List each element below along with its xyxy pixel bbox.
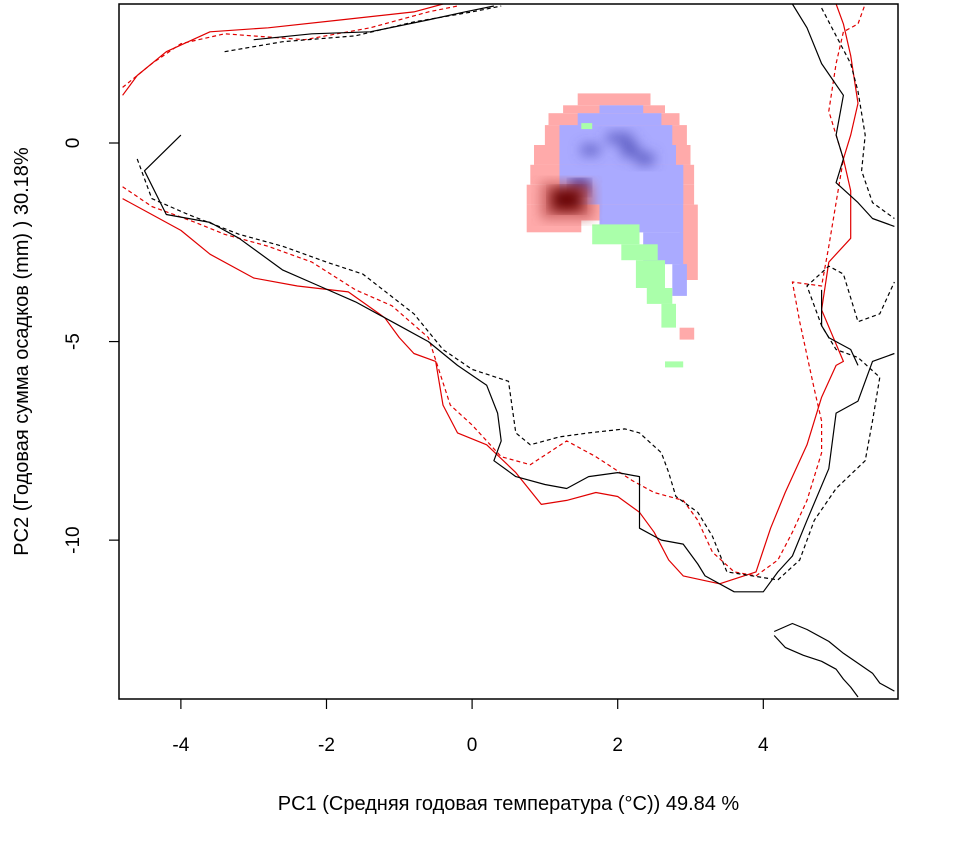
- x-tick-label: -2: [318, 735, 335, 756]
- heat-cell: [606, 133, 633, 143]
- contour-line-11: [773, 622, 895, 692]
- y-tick-label: -10: [63, 526, 84, 553]
- heat-cell: [679, 327, 695, 340]
- heat-cell: [526, 220, 582, 233]
- heat-cell: [635, 152, 655, 165]
- heat-region-green: [581, 123, 684, 368]
- heat-cell: [599, 105, 644, 114]
- heat-cell: [635, 260, 665, 288]
- y-axis-title: PC2 (Годовая сумма осадков (mm) ) 30.18%: [11, 147, 33, 556]
- heat-cell: [592, 224, 640, 245]
- plot-box: [118, 3, 899, 700]
- x-axis-title: PC1 (Средняя годовая температура (°C)) 4…: [278, 793, 740, 815]
- heat-cell: [665, 361, 684, 368]
- x-tick-label: 0: [467, 735, 478, 756]
- y-tick-label: -5: [63, 333, 84, 350]
- x-tick-label: -4: [172, 735, 189, 756]
- contour-line-7: [143, 134, 895, 593]
- contour-line-9: [791, 4, 895, 227]
- heat-cell: [577, 113, 662, 126]
- x-tick-label: 4: [758, 735, 769, 756]
- contour-line-6: [122, 4, 866, 577]
- contour-layer: [122, 4, 895, 698]
- heat-cell: [661, 303, 676, 328]
- axis-layer: -4 -2 0 2 4 0 -5 -10: [63, 138, 769, 756]
- contour-line-3: [253, 5, 495, 41]
- contour-line-10: [821, 7, 895, 219]
- contour-line-5: [122, 4, 859, 585]
- heat-cell: [646, 288, 673, 304]
- contour-line-1: [122, 4, 444, 96]
- contour-line-8: [136, 158, 895, 581]
- y-tick-label: 0: [63, 138, 84, 149]
- heatmap-layer: [526, 93, 698, 368]
- heat-cell: [581, 145, 600, 155]
- contour-line-12: [773, 635, 859, 698]
- heat-cell: [577, 93, 651, 106]
- heat-cell: [552, 188, 582, 211]
- heat-cell: [621, 244, 658, 261]
- contour-line-4: [224, 5, 502, 53]
- heat-cell: [672, 264, 687, 296]
- x-tick-label: 2: [612, 735, 623, 756]
- contour-line-2: [122, 5, 458, 88]
- heat-cell: [621, 143, 640, 157]
- heat-cell: [581, 123, 593, 130]
- heat-region-brown: [552, 188, 582, 211]
- heat-region-blue-dark: [581, 133, 655, 165]
- contour-line-13: [821, 289, 859, 366]
- heat-cell: [559, 145, 676, 165]
